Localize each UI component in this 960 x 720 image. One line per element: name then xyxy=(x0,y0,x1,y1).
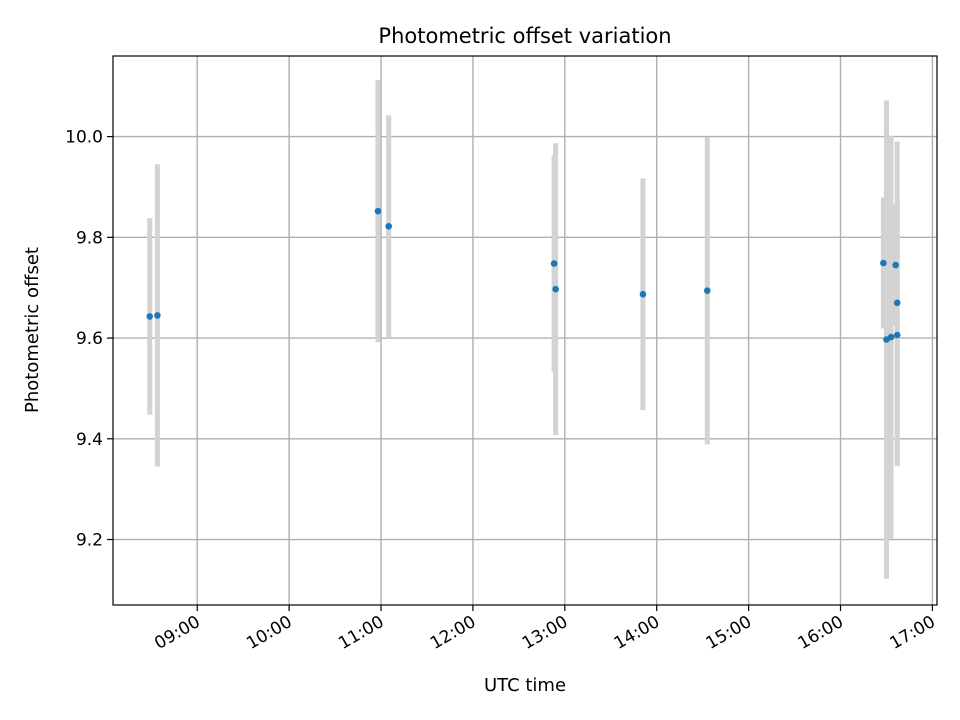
data-point xyxy=(880,259,887,267)
data-point xyxy=(374,207,382,215)
plot-frame xyxy=(112,55,938,606)
y-tick-label: 9.2 xyxy=(76,531,103,551)
y-tick-label: 9.4 xyxy=(76,430,103,450)
data-point xyxy=(385,222,392,230)
data-point xyxy=(639,290,647,298)
y-tick-label: 9.6 xyxy=(76,329,103,349)
x-axis-title: UTC time xyxy=(484,675,566,696)
data-point xyxy=(893,299,901,307)
y-tick-label: 10.0 xyxy=(65,128,103,148)
data-point xyxy=(887,333,895,341)
data-point xyxy=(893,331,901,339)
y-tick-label: 9.8 xyxy=(76,228,103,248)
data-point xyxy=(550,260,558,267)
grid-lines xyxy=(113,56,937,605)
y-axis-title: Photometric offset xyxy=(22,247,43,413)
data-points xyxy=(146,207,901,343)
data-point xyxy=(146,313,154,320)
chart-title: Photometric offset variation xyxy=(378,24,671,48)
data-point xyxy=(552,285,559,293)
data-point xyxy=(703,287,711,295)
data-point xyxy=(892,261,899,269)
data-point xyxy=(154,312,161,319)
